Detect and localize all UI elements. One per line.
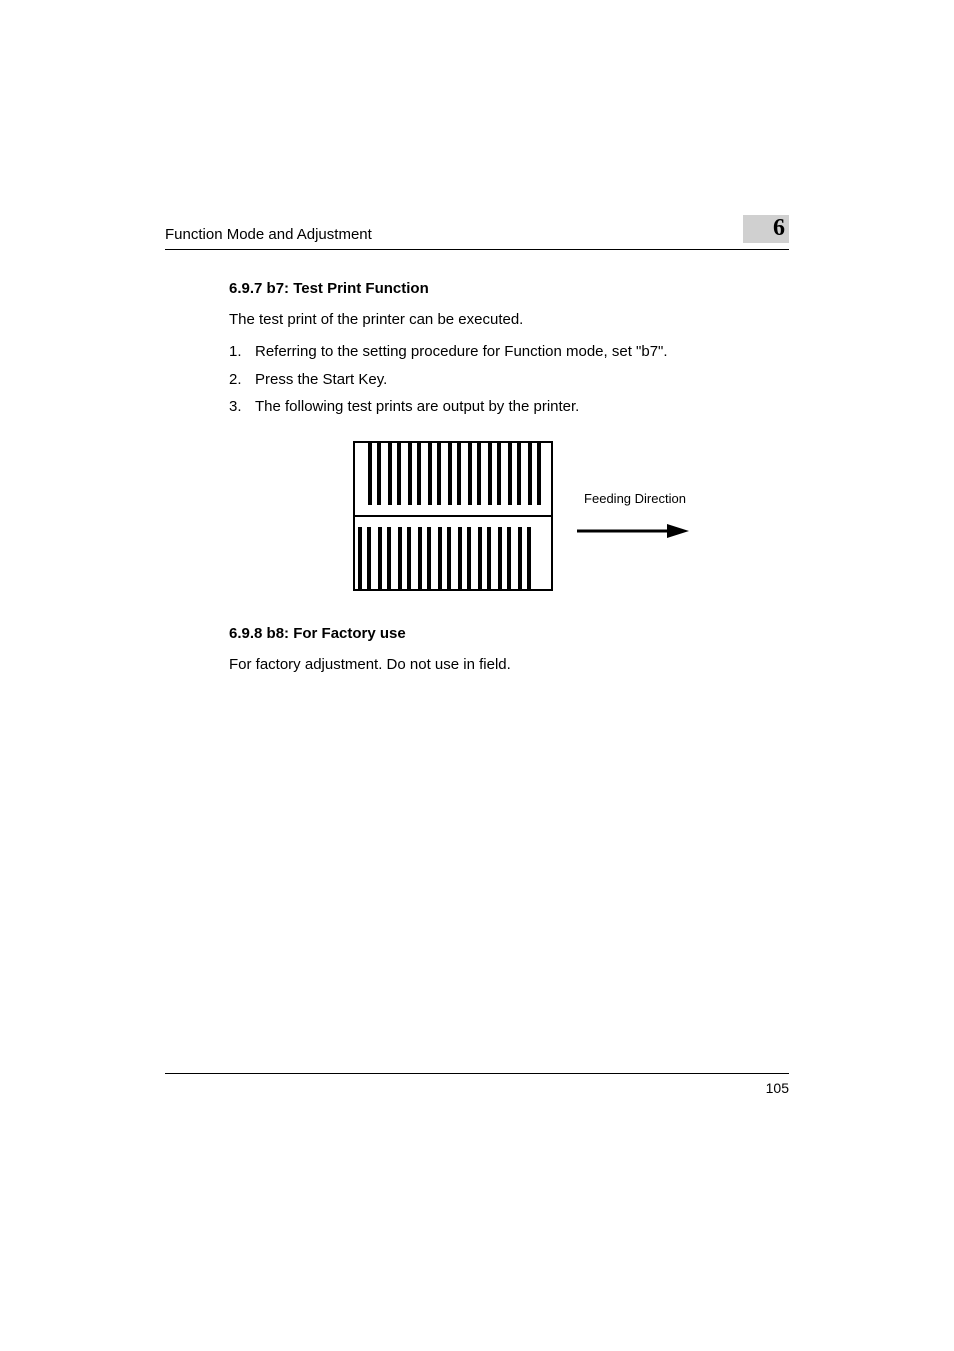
page-body: Function Mode and Adjustment 6 6.9.7 b7:… — [0, 0, 954, 673]
content-area: 6.9.7 b7: Test Print Function The test p… — [165, 250, 789, 673]
arrow-icon — [575, 522, 695, 540]
list-text: Press the Start Key. — [255, 370, 789, 390]
list-text: Referring to the setting procedure for F… — [255, 342, 789, 362]
chapter-number: 6 — [773, 215, 785, 242]
figure-labels: Feeding Direction — [575, 491, 695, 540]
figure-row: Feeding Direction — [229, 441, 789, 591]
footer-rule — [165, 1073, 789, 1074]
section-body: For factory adjustment. Do not use in fi… — [229, 656, 789, 673]
list-item: 3. The following test prints are output … — [229, 397, 789, 417]
list-item: 2. Press the Start Key. — [229, 370, 789, 390]
test-print-diagram — [353, 441, 553, 591]
step-list: 1. Referring to the setting procedure fo… — [229, 342, 789, 417]
section-heading-697: 6.9.7 b7: Test Print Function — [229, 280, 789, 297]
list-text: The following test prints are output by … — [255, 397, 789, 417]
section-intro: The test print of the printer can be exe… — [229, 311, 789, 328]
chapter-badge: 6 — [743, 215, 789, 243]
list-number: 3. — [229, 397, 255, 417]
list-item: 1. Referring to the setting procedure fo… — [229, 342, 789, 362]
page-number: 105 — [165, 1080, 789, 1096]
page-footer: 105 — [165, 1073, 789, 1096]
list-number: 1. — [229, 342, 255, 362]
feeding-direction-label: Feeding Direction — [584, 491, 686, 506]
running-header: Function Mode and Adjustment 6 — [165, 215, 789, 243]
list-number: 2. — [229, 370, 255, 390]
section-heading-698: 6.9.8 b8: For Factory use — [229, 625, 789, 642]
running-title: Function Mode and Adjustment — [165, 226, 372, 243]
